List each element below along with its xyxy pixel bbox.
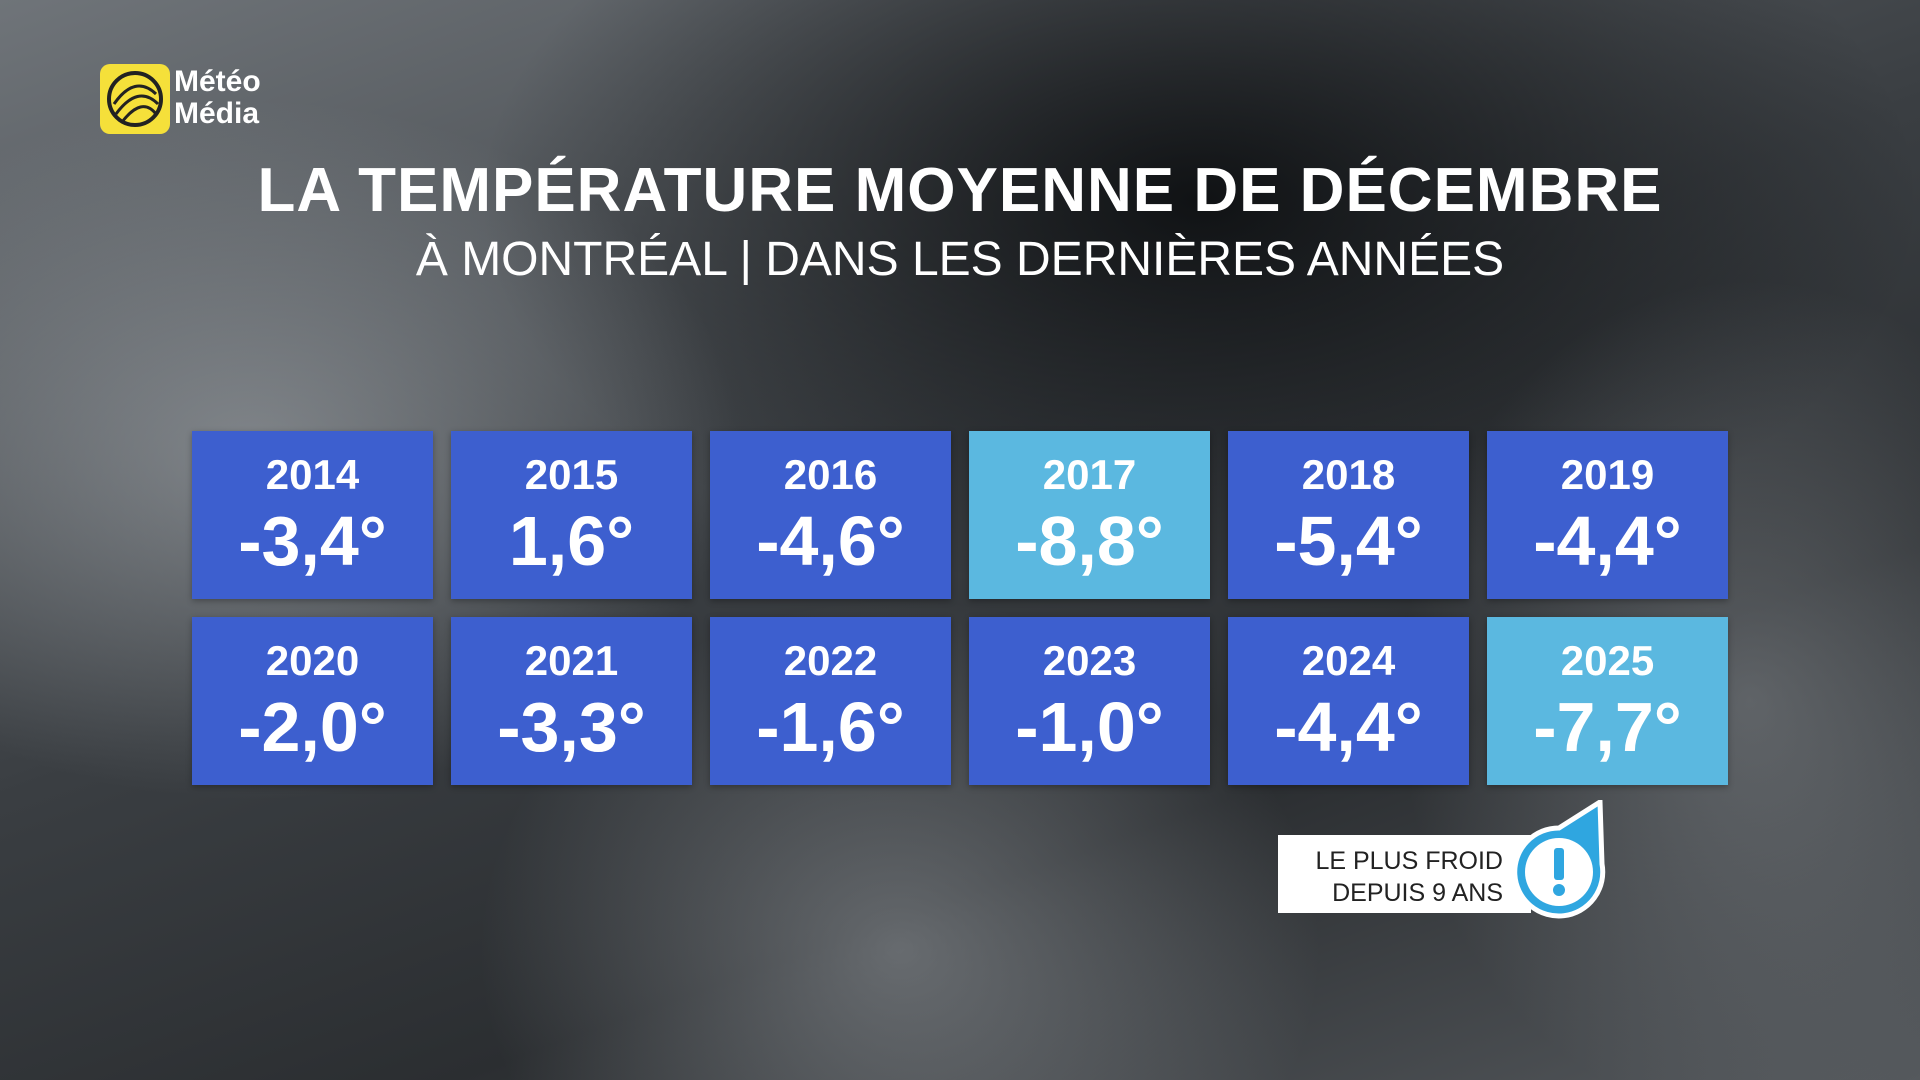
tile: 2014 -3,4° [192,431,433,599]
callout: LE PLUS FROID DEPUIS 9 ANS [1278,835,1531,913]
callout-line: LE PLUS FROID [1315,847,1503,875]
tile: 2017 -8,8° [969,431,1210,599]
tile-value: 1,6° [508,502,635,580]
tile-value: -3,3° [497,688,646,766]
tile-value: -4,4° [1533,502,1682,580]
tile-year: 2024 [1301,637,1396,684]
logo-icon [100,64,170,134]
tile-value: -2,0° [238,688,387,766]
logo-line: Média [174,97,260,130]
tile-year: 2015 [524,451,619,498]
tile-year: 2016 [783,451,878,498]
tile-value: -7,7° [1533,688,1682,766]
callout-line: DEPUIS 9 ANS [1332,879,1503,907]
tile-year: 2022 [783,637,878,684]
tile: 2019 -4,4° [1487,431,1728,599]
tile: 2024 -4,4° [1228,617,1469,785]
tile-year: 2017 [1042,451,1137,498]
tile-year: 2019 [1560,451,1655,498]
tile: 2018 -5,4° [1228,431,1469,599]
tile: 2016 -4,6° [710,431,951,599]
tile: 2022 -1,6° [710,617,951,785]
tile-value: -5,4° [1274,502,1423,580]
tile-value: -4,4° [1274,688,1423,766]
tile: 2023 -1,0° [969,617,1210,785]
tile-year: 2023 [1042,637,1137,684]
tile: 2025 -7,7° [1487,617,1728,785]
tile: 2021 -3,3° [451,617,692,785]
tile-year: 2020 [265,637,360,684]
logo-line: Météo [174,65,261,98]
tile-year: 2021 [524,637,619,684]
alert-icon [1512,800,1606,919]
title: LA TEMPÉRATURE MOYENNE DE DÉCEMBRE [257,156,1663,225]
tile: 2015 1,6° [451,431,692,599]
tile-year: 2018 [1301,451,1396,498]
tile-value: -3,4° [238,502,387,580]
tile-value: -8,8° [1015,502,1164,580]
tile: 2020 -2,0° [192,617,433,785]
tile-value: -4,6° [756,502,905,580]
tile-value: -1,0° [1015,688,1164,766]
subtitle: À MONTRÉAL | DANS LES DERNIÈRES ANNÉES [415,233,1505,286]
logo-text: Météo Média [174,66,261,130]
tile-year: 2014 [265,451,360,498]
tile-value: -1,6° [756,688,905,766]
tile-year: 2025 [1560,637,1655,684]
